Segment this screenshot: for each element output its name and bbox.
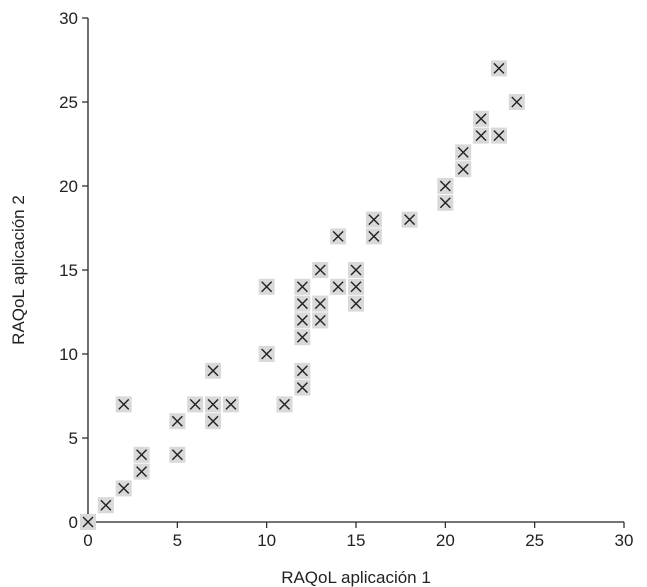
data-point [312,295,329,312]
data-point [222,396,239,413]
data-point [365,211,382,228]
data-point [80,514,96,530]
data-point [365,228,382,245]
data-point [276,396,293,413]
x-tick-label: 0 [83,531,92,550]
y-tick-label: 25 [59,93,78,112]
data-point [312,312,329,329]
y-tick-label: 20 [59,177,78,196]
data-point [187,396,204,413]
x-tick-label: 10 [257,531,276,550]
data-point [115,480,132,497]
data-point [437,178,454,194]
data-point [348,262,364,278]
data-point [97,497,114,514]
data-point [294,295,311,312]
data-point [401,211,418,228]
data-point [330,228,347,245]
y-tick-label: 15 [59,261,78,280]
data-point [294,362,311,379]
x-tick-label: 15 [347,531,366,550]
y-tick-label: 10 [59,345,78,364]
data-point [294,278,311,295]
y-tick-label: 30 [59,9,78,28]
data-point [294,329,311,346]
x-axis-label: RAQoL aplicación 1 [281,568,431,587]
x-tick-label: 20 [436,531,455,550]
data-point [258,278,275,295]
data-point [205,413,222,430]
data-point [133,463,150,480]
data-point [312,262,329,278]
data-point [133,446,150,463]
data-point [490,127,507,144]
y-axis-ticks: 0 5 10 15 20 25 30 [59,9,88,532]
x-tick-label: 30 [615,531,634,550]
y-tick-label: 0 [69,513,78,532]
data-point [258,346,275,362]
data-point [330,278,347,295]
data-point [455,161,472,178]
data-points [80,60,525,530]
data-point [294,312,311,329]
data-point [508,94,525,110]
data-point [294,379,311,396]
data-point [205,362,222,379]
data-point [348,295,364,312]
data-point [473,110,490,127]
data-point [455,144,472,161]
data-point [169,413,186,430]
data-point [169,446,186,463]
data-point [473,127,490,144]
x-tick-label: 25 [525,531,544,550]
x-axis-ticks: 0 5 10 15 20 25 30 [83,522,633,550]
y-axis-label: RAQoL aplicación 2 [9,195,28,345]
y-tick-label: 5 [69,429,78,448]
data-point [115,396,132,413]
data-point [437,194,454,211]
x-tick-label: 5 [173,531,182,550]
data-point [205,396,222,413]
data-point [348,278,364,295]
data-point [490,60,507,77]
